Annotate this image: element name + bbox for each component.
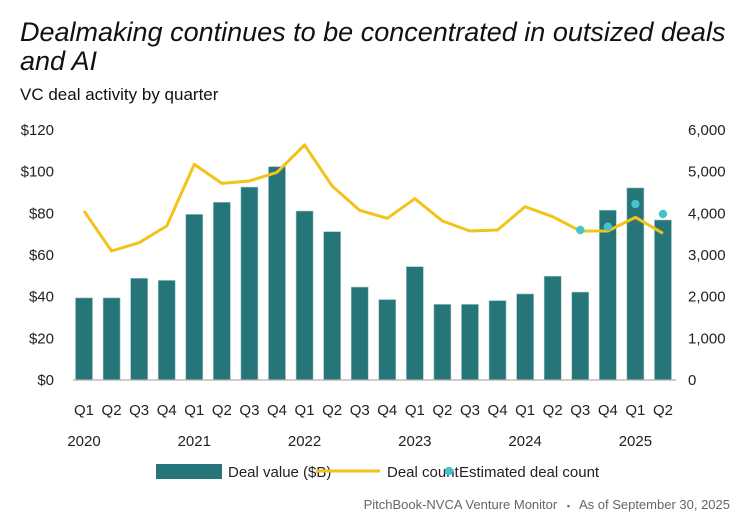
left-axis-tick: $60	[29, 247, 54, 264]
bar-deal-value	[350, 286, 369, 381]
legend-label: Deal value ($B)	[228, 464, 331, 481]
x-axis-quarter-label: Q4	[157, 402, 177, 419]
bar-deal-value	[461, 304, 479, 381]
x-axis-quarter-label: Q3	[129, 402, 149, 419]
bar-deal-value	[599, 209, 617, 381]
x-axis-year-label: 2020	[67, 433, 100, 450]
chart-title: Dealmaking continues to be concentrated …	[20, 17, 726, 76]
legend-label: Deal count	[387, 464, 460, 481]
bar-deal-value	[157, 280, 176, 381]
x-axis-quarter-label: Q4	[377, 402, 397, 419]
deal-count-line	[82, 143, 664, 253]
footer: PitchBook-NVCA Venture Monitor ▪ As of S…	[364, 497, 730, 512]
x-axis-year-label: 2023	[398, 433, 431, 450]
bar-deal-value	[433, 304, 452, 381]
bar-deal-value	[571, 291, 590, 381]
x-axis-year-label: 2021	[178, 433, 211, 450]
bar-deal-value	[240, 186, 259, 381]
date-text: As of September 30, 2025	[578, 497, 730, 512]
bar-deal-value	[488, 300, 507, 381]
x-axis-quarter-label: Q1	[405, 402, 425, 419]
bar-deal-value	[323, 231, 341, 381]
estimated-deal-count-dot	[603, 222, 613, 231]
bar-deal-value	[102, 297, 121, 381]
x-axis-quarter-label: Q2	[653, 402, 673, 419]
x-axis-year-label: 2025	[619, 433, 652, 450]
left-axis-tick: $20	[29, 330, 54, 347]
bar-deal-value	[75, 297, 93, 381]
bar-deal-value	[543, 275, 562, 381]
bar-deal-value	[516, 293, 534, 381]
right-axis-tick: 4,000	[688, 205, 726, 222]
x-axis-quarter-label: Q3	[570, 402, 590, 419]
bar-deal-value	[406, 266, 424, 381]
source-text: PitchBook-NVCA Venture Monitor	[363, 497, 558, 512]
left-axis-tick: $0	[37, 372, 54, 389]
bar-deal-value	[185, 214, 204, 381]
estimated-deal-count-dot	[576, 225, 585, 235]
x-axis-quarter-label: Q1	[515, 402, 535, 419]
legend-label: Estimated deal count	[459, 464, 600, 481]
x-axis-quarter-label: Q3	[350, 402, 370, 419]
chart-subtitle: VC deal activity by quarter	[20, 85, 219, 104]
left-axis-tick: $100	[21, 164, 54, 181]
bar-deal-value	[378, 299, 397, 381]
right-axis-tick: 5,000	[688, 164, 726, 181]
x-axis-quarter-label: Q4	[598, 402, 618, 419]
x-axis-quarter-label: Q3	[460, 402, 480, 419]
x-axis-quarter-label: Q2	[543, 402, 563, 419]
x-axis-quarter-label: Q1	[295, 402, 315, 419]
bar-deal-value	[654, 219, 672, 381]
estimated-deal-count-dot	[658, 209, 668, 219]
x-axis-quarter-label: Q4	[267, 402, 287, 419]
x-axis-year-label: 2024	[508, 433, 541, 450]
bar-deal-value	[295, 210, 314, 381]
right-axis-tick: 0	[688, 372, 696, 389]
right-axis-tick: 2,000	[688, 289, 726, 306]
x-axis-quarter-label: Q1	[74, 402, 94, 419]
x-axis-quarter-label: Q2	[322, 402, 342, 419]
right-axis-tick: 3,000	[688, 247, 726, 264]
x-axis-quarter-label: Q2	[432, 402, 452, 419]
x-axis-year-label: 2022	[288, 433, 321, 450]
left-axis-tick: $80	[29, 205, 54, 222]
x-axis-quarter-label: Q4	[488, 402, 508, 419]
right-axis-tick: 1,000	[688, 330, 726, 347]
bar-deal-value	[130, 278, 148, 381]
x-axis-quarter-label: Q1	[625, 402, 645, 419]
separator: ▪	[566, 501, 571, 511]
bar-deal-value	[268, 166, 286, 381]
x-axis-quarter-label: Q2	[102, 402, 122, 419]
right-axis-tick: 6,000	[688, 122, 726, 139]
estimated-deal-count-dot	[631, 199, 640, 209]
bar-deal-value	[213, 201, 231, 381]
x-axis-quarter-label: Q1	[184, 402, 204, 419]
legend-dot-swatch	[444, 466, 454, 476]
x-axis-quarter-label: Q3	[239, 402, 259, 419]
left-axis-tick: $120	[21, 122, 54, 139]
x-axis-quarter-label: Q2	[212, 402, 232, 419]
legend-bar-swatch	[156, 464, 222, 479]
left-axis-tick: $40	[29, 289, 54, 306]
